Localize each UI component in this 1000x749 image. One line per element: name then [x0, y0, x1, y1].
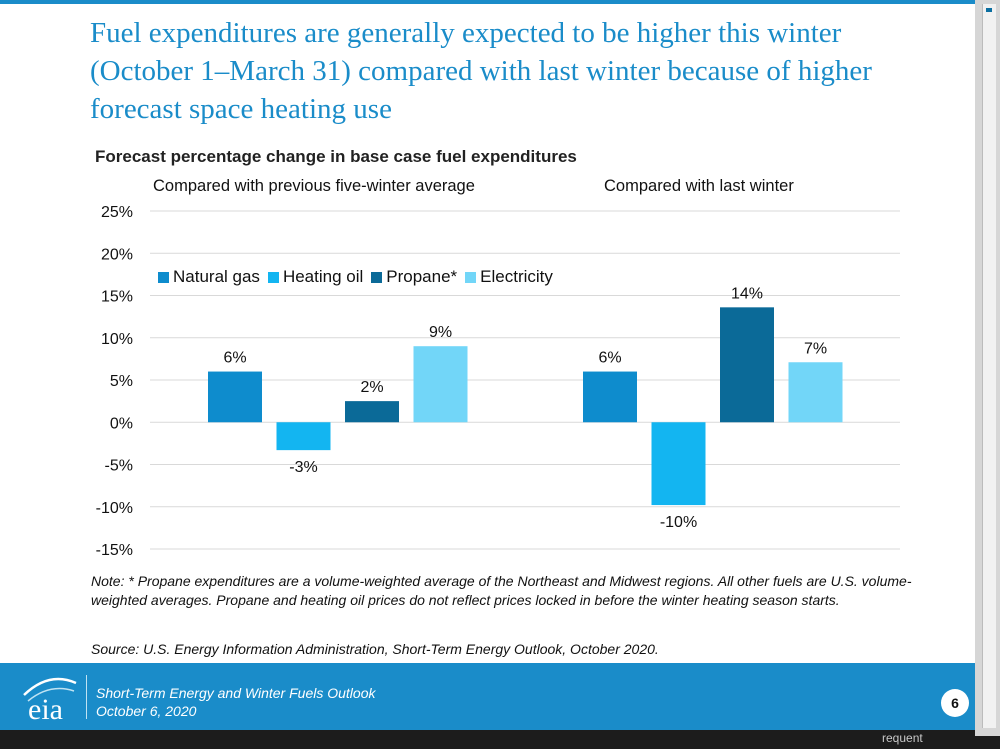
bar-data-label: -10%: [660, 514, 697, 531]
bar-heating-oil-five-winter: [276, 422, 331, 451]
legend-swatch-natural-gas: [158, 271, 169, 283]
legend-label-electricity: Electricity: [480, 267, 553, 286]
chart-legend: Natural gas Heating oil Propane* Electri…: [158, 267, 561, 287]
bar-data-label: 9%: [429, 324, 452, 341]
bar-electricity-last-winter: [788, 362, 843, 423]
slide: Fuel expenditures are generally expected…: [0, 0, 975, 730]
bar-heating-oil-last-winter: [651, 422, 706, 506]
bar-chart: 25% 20% 15% 10% 5% 0% -5% -10% -15% 6% 6% -3% -10% 2%…: [96, 204, 900, 559]
taskbar-text: requent: [882, 731, 923, 745]
legend-label-propane: Propane*: [386, 267, 458, 286]
legend-item-electricity: Electricity: [465, 267, 553, 287]
legend-item-heating-oil: Heating oil: [267, 267, 364, 287]
bar-natural-gas-five-winter: [208, 371, 262, 423]
legend-label-heating-oil: Heating oil: [282, 267, 364, 286]
chart-note: Note: * Propane expenditures are a volum…: [91, 573, 912, 608]
y-tick-label: 10%: [101, 331, 133, 348]
y-tick-label: -15%: [96, 542, 133, 559]
bar-data-label: 2%: [360, 379, 383, 396]
scrollbar-thumb[interactable]: [986, 8, 992, 12]
y-tick-label: 0%: [110, 415, 133, 432]
legend-swatch-propane: [371, 271, 383, 283]
y-tick-label: 20%: [101, 246, 133, 263]
bar-data-label: 6%: [223, 350, 246, 367]
eia-logo-text: eia: [28, 693, 63, 726]
bar-data-label: 14%: [731, 285, 763, 302]
y-tick-label: 25%: [101, 204, 133, 221]
legend-item-natural-gas: Natural gas: [158, 267, 260, 287]
bar-data-label: -3%: [289, 459, 317, 476]
legend-label-natural-gas: Natural gas: [173, 267, 260, 286]
panel-label-five-winter: Compared with previous five-winter avera…: [153, 177, 475, 195]
bar-propane-last-winter: [720, 307, 774, 423]
y-tick-label: 15%: [101, 289, 133, 306]
y-tick-label: 5%: [110, 373, 133, 390]
chart-title: Forecast percentage change in base case …: [95, 147, 577, 166]
bar-electricity-five-winter: [413, 346, 468, 423]
footer-banner: eia Short-Term Energy and Winter Fuels O…: [0, 663, 975, 730]
footer-report-title: Short-Term Energy and Winter Fuels Outlo…: [96, 685, 376, 701]
bar-natural-gas-last-winter: [583, 371, 637, 423]
y-tick-label: -5%: [105, 458, 133, 475]
footer-divider: [86, 675, 87, 719]
y-tick-label: -10%: [96, 500, 133, 517]
page-number: 6: [941, 689, 969, 717]
bar-propane-five-winter: [345, 401, 399, 423]
bar-data-label: 6%: [598, 350, 621, 367]
scrollbar-track[interactable]: [982, 4, 996, 728]
legend-swatch-heating-oil: [267, 271, 279, 283]
panel-label-last-winter: Compared with last winter: [604, 177, 794, 195]
bar-data-label: 7%: [804, 340, 827, 357]
slide-title: Fuel expenditures are generally expected…: [90, 17, 872, 125]
top-rule: [0, 0, 975, 4]
chart-source: Source: U.S. Energy Information Administ…: [91, 641, 659, 657]
eia-logo: eia: [23, 677, 77, 726]
taskbar-strip: [0, 736, 1000, 749]
legend-item-propane: Propane*: [371, 267, 457, 287]
legend-swatch-electricity: [465, 271, 477, 283]
footer-date: October 6, 2020: [96, 703, 197, 719]
